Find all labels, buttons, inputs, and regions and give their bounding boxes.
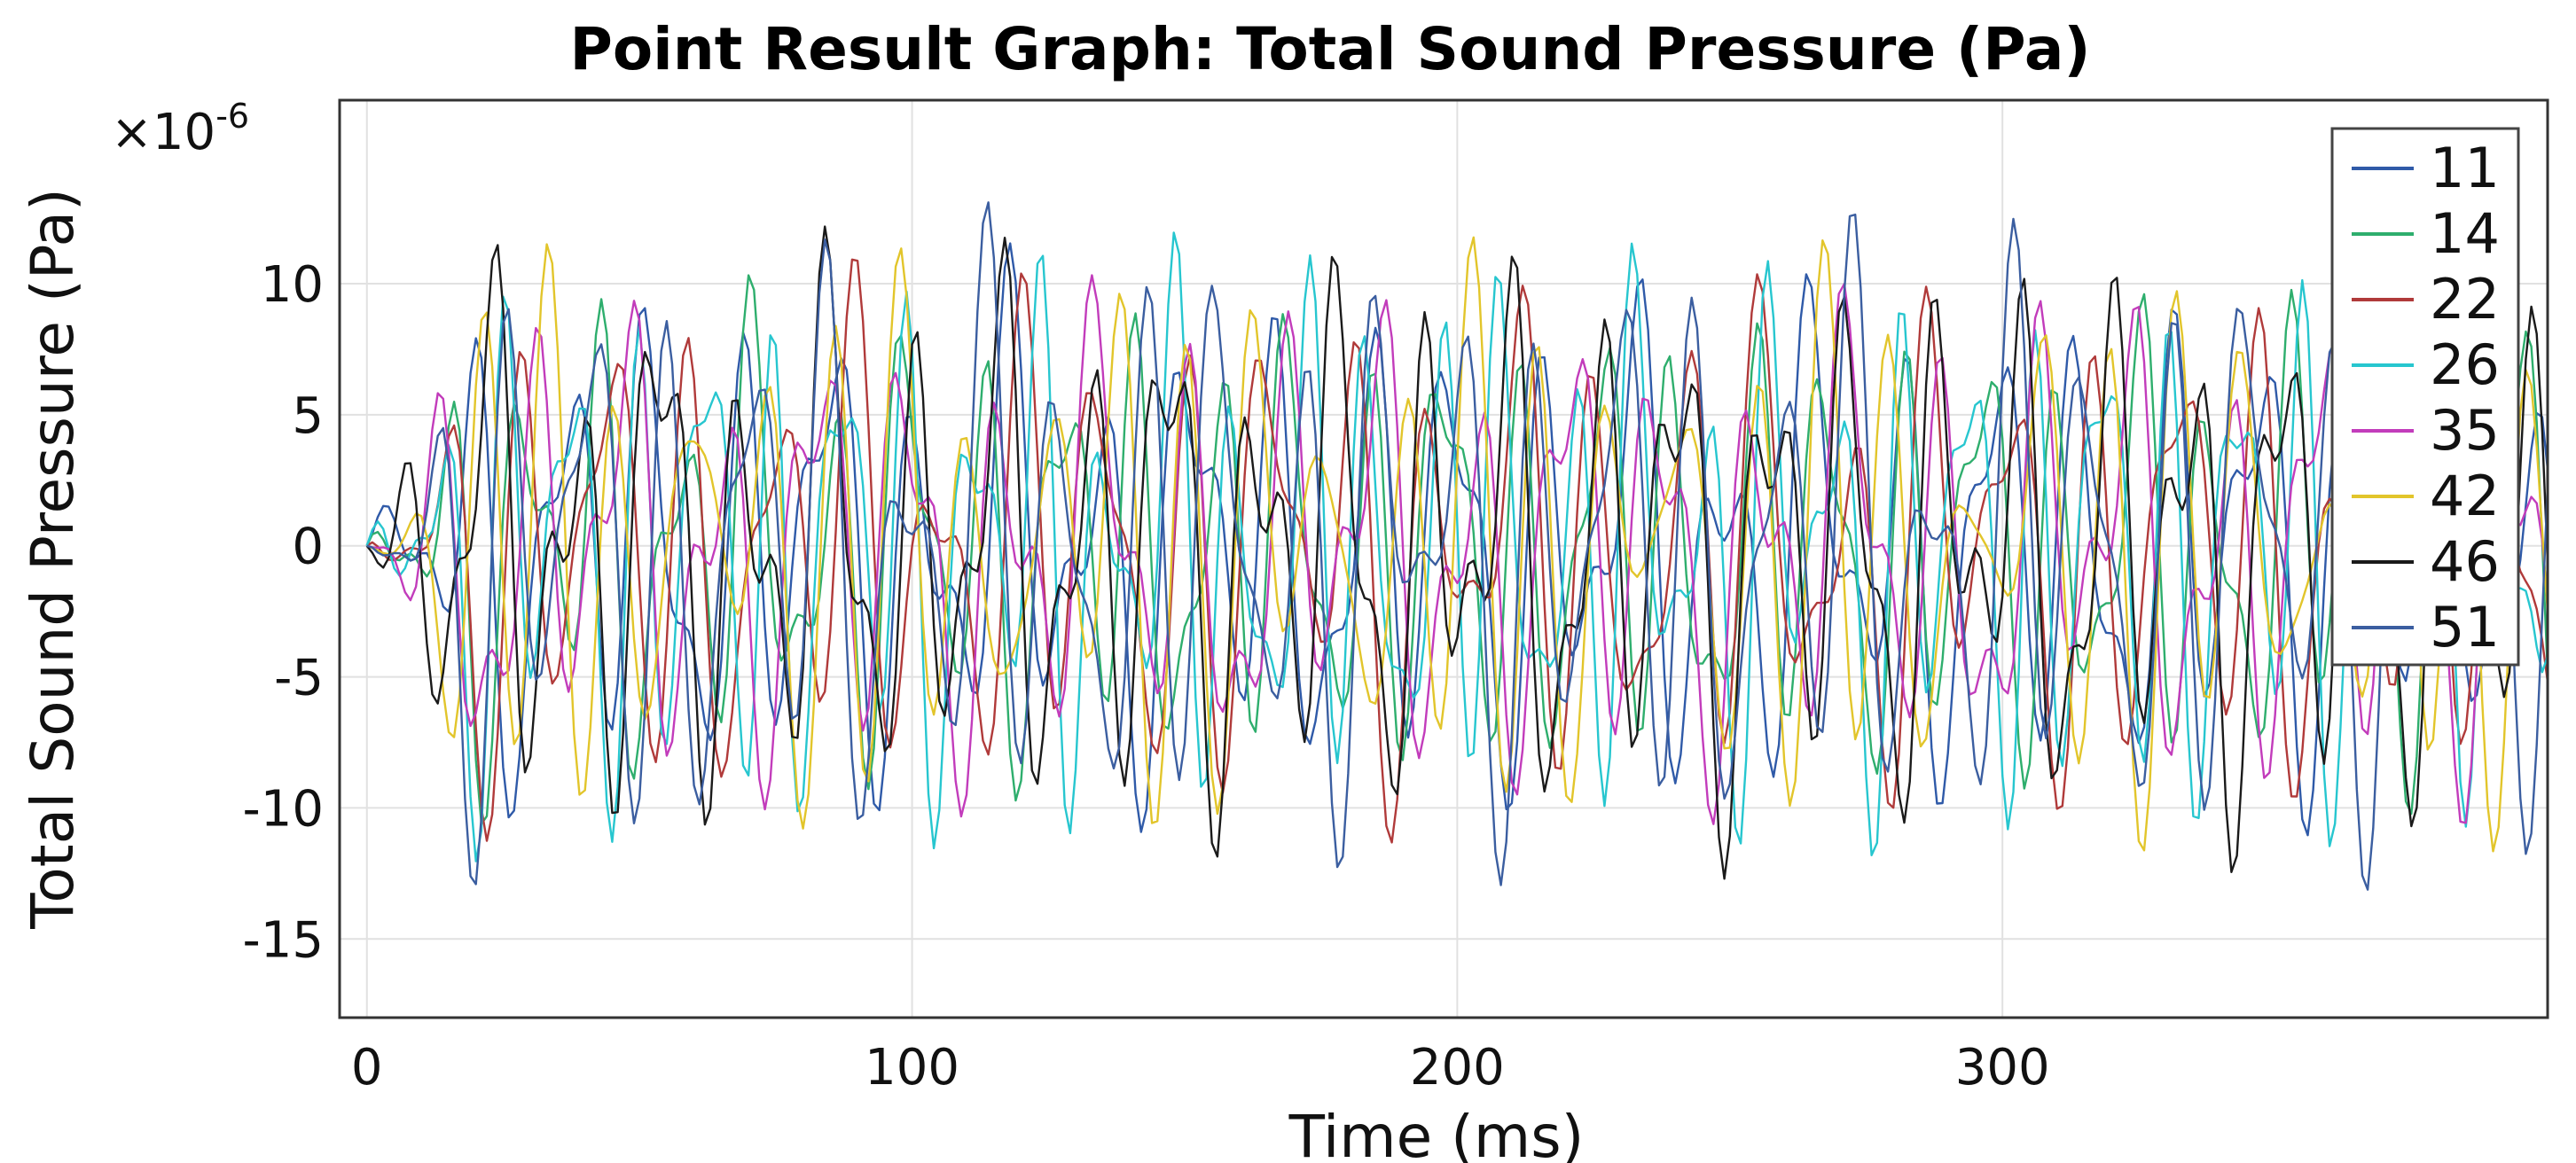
y-tick-label: 5 bbox=[292, 387, 324, 445]
x-tick-label: 300 bbox=[1955, 1039, 2050, 1097]
legend-label-11: 11 bbox=[2430, 136, 2500, 200]
legend-label-46: 46 bbox=[2430, 529, 2500, 594]
x-tick-labels: 0 100 200 300 bbox=[351, 1039, 2050, 1097]
x-tick-label: 200 bbox=[1410, 1039, 1505, 1097]
legend-label-14: 14 bbox=[2430, 201, 2500, 266]
y-tick-labels: 10 5 0 -5 -10 -15 bbox=[243, 256, 324, 969]
legend-label-22: 22 bbox=[2430, 267, 2500, 332]
legend-label-42: 42 bbox=[2430, 464, 2500, 528]
y-multiplier: ×10-6 bbox=[111, 97, 249, 161]
legend-box bbox=[2330, 127, 2520, 667]
series-line-26 bbox=[365, 231, 2549, 862]
plot-frame bbox=[338, 98, 2549, 1019]
plot-series bbox=[365, 201, 2549, 891]
series-line-35 bbox=[366, 274, 2549, 825]
x-tick-label: 0 bbox=[351, 1039, 383, 1097]
x-axis-label: Time (ms) bbox=[1288, 1103, 1585, 1163]
series-line-46 bbox=[365, 225, 2549, 880]
x-tick-label: 100 bbox=[865, 1039, 959, 1097]
y-tick-label: -5 bbox=[274, 650, 324, 707]
y-tick-label: -10 bbox=[243, 780, 324, 838]
series-line-51 bbox=[366, 201, 2549, 891]
series-line-42 bbox=[366, 236, 2549, 853]
legend-label-26: 26 bbox=[2430, 332, 2500, 397]
legend-label-51: 51 bbox=[2430, 595, 2500, 660]
y-tick-label: -15 bbox=[243, 911, 324, 969]
chart-title: Point Result Graph: Total Sound Pressure… bbox=[569, 15, 2090, 83]
y-tick-label: 0 bbox=[292, 519, 324, 576]
y-axis-label: Total Sound Pressure (Pa) bbox=[19, 188, 87, 930]
y-tick-label: 10 bbox=[261, 256, 324, 314]
legend-label-35: 35 bbox=[2430, 398, 2500, 463]
